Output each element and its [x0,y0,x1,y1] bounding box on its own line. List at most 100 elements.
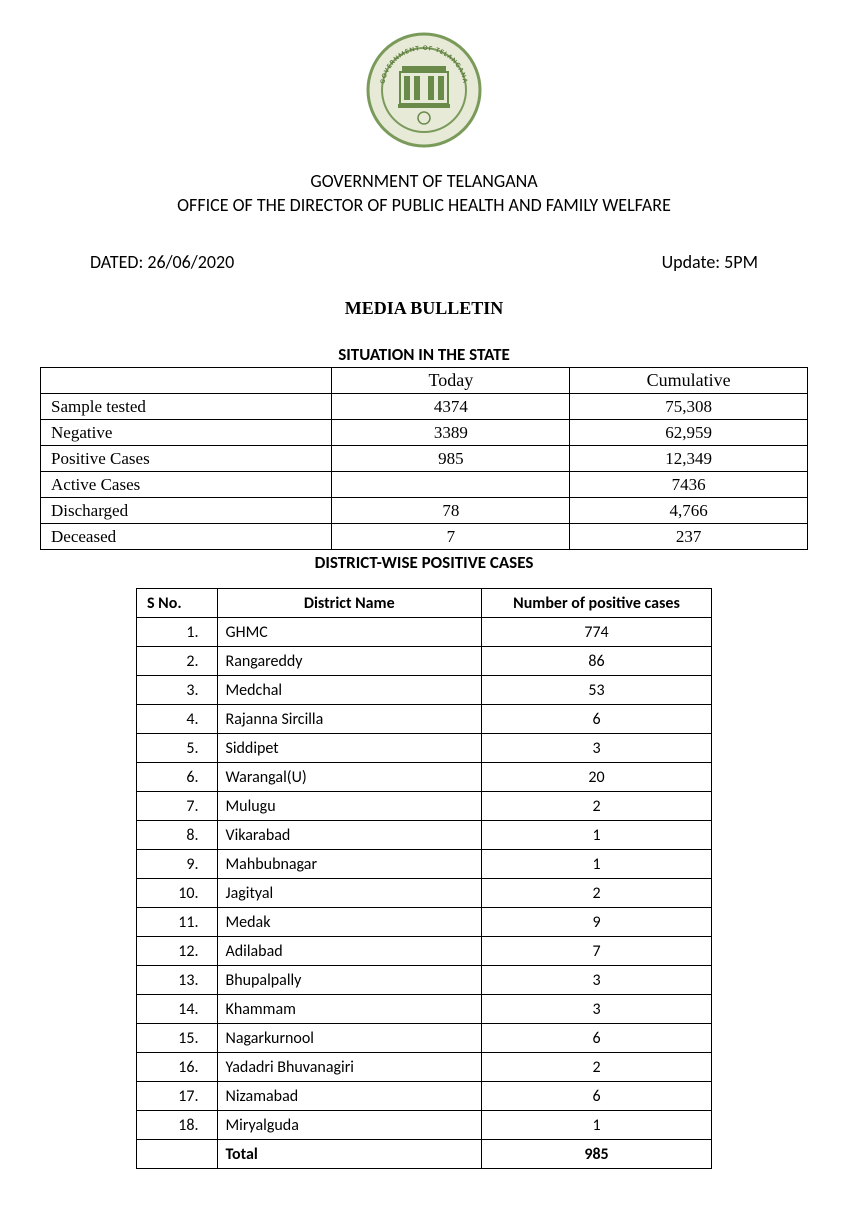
district-row: 11.Medak9 [137,908,712,937]
district-row: 18.Miryalguda1 [137,1111,712,1140]
situation-row-cumulative: 237 [570,524,808,550]
situation-row-today: 7 [332,524,570,550]
district-row-sno: 18. [137,1111,218,1140]
district-row-cases: 774 [482,618,712,647]
situation-header-row: Today Cumulative [41,368,808,394]
situation-row-cumulative: 4,766 [570,498,808,524]
district-row: 17.Nizamabad6 [137,1082,712,1111]
situation-row: Active Cases 7436 [41,472,808,498]
situation-row-today: 3389 [332,420,570,446]
district-row-name: Siddipet [217,734,482,763]
district-table: S No. District Name Number of positive c… [136,588,712,1169]
situation-row-cumulative: 12,349 [570,446,808,472]
district-row-sno: 17. [137,1082,218,1111]
district-header-cases: Number of positive cases [482,589,712,618]
situation-table: Today Cumulative Sample tested437475,308… [40,367,808,550]
situation-row-label: Positive Cases [41,446,332,472]
district-row-sno: 7. [137,792,218,821]
district-row: 1.GHMC774 [137,618,712,647]
situation-row-cumulative: 62,959 [570,420,808,446]
district-row: 14.Khammam3 [137,995,712,1024]
district-row-cases: 6 [482,1082,712,1111]
situation-row-label: Discharged [41,498,332,524]
district-row-name: Medchal [217,676,482,705]
district-header-name: District Name [217,589,482,618]
header-gov-name: GOVERNMENT OF TELANGANA [40,170,808,192]
district-row-sno: 6. [137,763,218,792]
district-row-cases: 7 [482,937,712,966]
district-row: 4.Rajanna Sircilla6 [137,705,712,734]
district-row-name: Rajanna Sircilla [217,705,482,734]
situation-row: Deceased7237 [41,524,808,550]
district-row-name: Miryalguda [217,1111,482,1140]
district-title: DISTRICT-WISE POSITIVE CASES [40,552,808,573]
district-row-cases: 53 [482,676,712,705]
district-row-name: Nizamabad [217,1082,482,1111]
situation-row-today: 78 [332,498,570,524]
district-row: 5.Siddipet3 [137,734,712,763]
district-row-sno: 16. [137,1053,218,1082]
district-row-sno: 3. [137,676,218,705]
district-row-name: Rangareddy [217,647,482,676]
situation-header-cumulative: Cumulative [570,368,808,394]
district-row-name: Warangal(U) [217,763,482,792]
district-row-sno: 11. [137,908,218,937]
situation-row: Sample tested437475,308 [41,394,808,420]
dated-label: DATED: 26/06/2020 [90,251,234,273]
district-row-cases: 3 [482,734,712,763]
district-row-name: Nagarkurnool [217,1024,482,1053]
district-row: 6.Warangal(U)20 [137,763,712,792]
district-row: 9.Mahbubnagar1 [137,850,712,879]
district-row-name: Khammam [217,995,482,1024]
district-row-cases: 3 [482,995,712,1024]
district-row-name: Adilabad [217,937,482,966]
district-row-name: Bhupalpally [217,966,482,995]
district-row-cases: 86 [482,647,712,676]
district-row-cases: 6 [482,705,712,734]
district-row-name: Yadadri Bhuvanagiri [217,1053,482,1082]
district-row: 7.Mulugu2 [137,792,712,821]
district-row-sno: 14. [137,995,218,1024]
situation-row-label: Negative [41,420,332,446]
district-row-name: GHMC [217,618,482,647]
district-row-sno: 8. [137,821,218,850]
district-row-cases: 1 [482,850,712,879]
situation-row-cumulative: 7436 [570,472,808,498]
situation-row-today: 985 [332,446,570,472]
situation-row: Negative338962,959 [41,420,808,446]
situation-row: Discharged784,766 [41,498,808,524]
district-row-sno: 4. [137,705,218,734]
district-row-sno: 9. [137,850,218,879]
district-row-name: Jagityal [217,879,482,908]
district-row: 8.Vikarabad1 [137,821,712,850]
update-label: Update: 5PM [662,251,758,273]
district-row-name: Mahbubnagar [217,850,482,879]
district-total-label: Total [217,1140,482,1169]
district-row: 10.Jagityal2 [137,879,712,908]
telangana-govt-seal-icon: GOVERNMENT OF TELANGANA [364,30,484,150]
district-header-sno: S No. [137,589,218,618]
situation-row-today [332,472,570,498]
situation-title: SITUATION IN THE STATE [40,344,808,365]
logo-container: GOVERNMENT OF TELANGANA [40,30,808,155]
situation-row-today: 4374 [332,394,570,420]
situation-row: Positive Cases98512,349 [41,446,808,472]
district-total-row: Total 985 [137,1140,712,1169]
header-office-name: OFFICE OF THE DIRECTOR OF PUBLIC HEALTH … [40,194,808,216]
district-header-row: S No. District Name Number of positive c… [137,589,712,618]
district-row: 12.Adilabad7 [137,937,712,966]
situation-row-label: Sample tested [41,394,332,420]
situation-row-label: Active Cases [41,472,332,498]
district-row-sno: 12. [137,937,218,966]
situation-row-label: Deceased [41,524,332,550]
district-row-name: Vikarabad [217,821,482,850]
district-row: 2.Rangareddy86 [137,647,712,676]
district-row-cases: 9 [482,908,712,937]
district-row: 13.Bhupalpally3 [137,966,712,995]
district-row-cases: 2 [482,1053,712,1082]
situation-header-today: Today [332,368,570,394]
district-row: 15.Nagarkurnool6 [137,1024,712,1053]
district-row-cases: 1 [482,821,712,850]
district-row-cases: 20 [482,763,712,792]
district-row-cases: 3 [482,966,712,995]
